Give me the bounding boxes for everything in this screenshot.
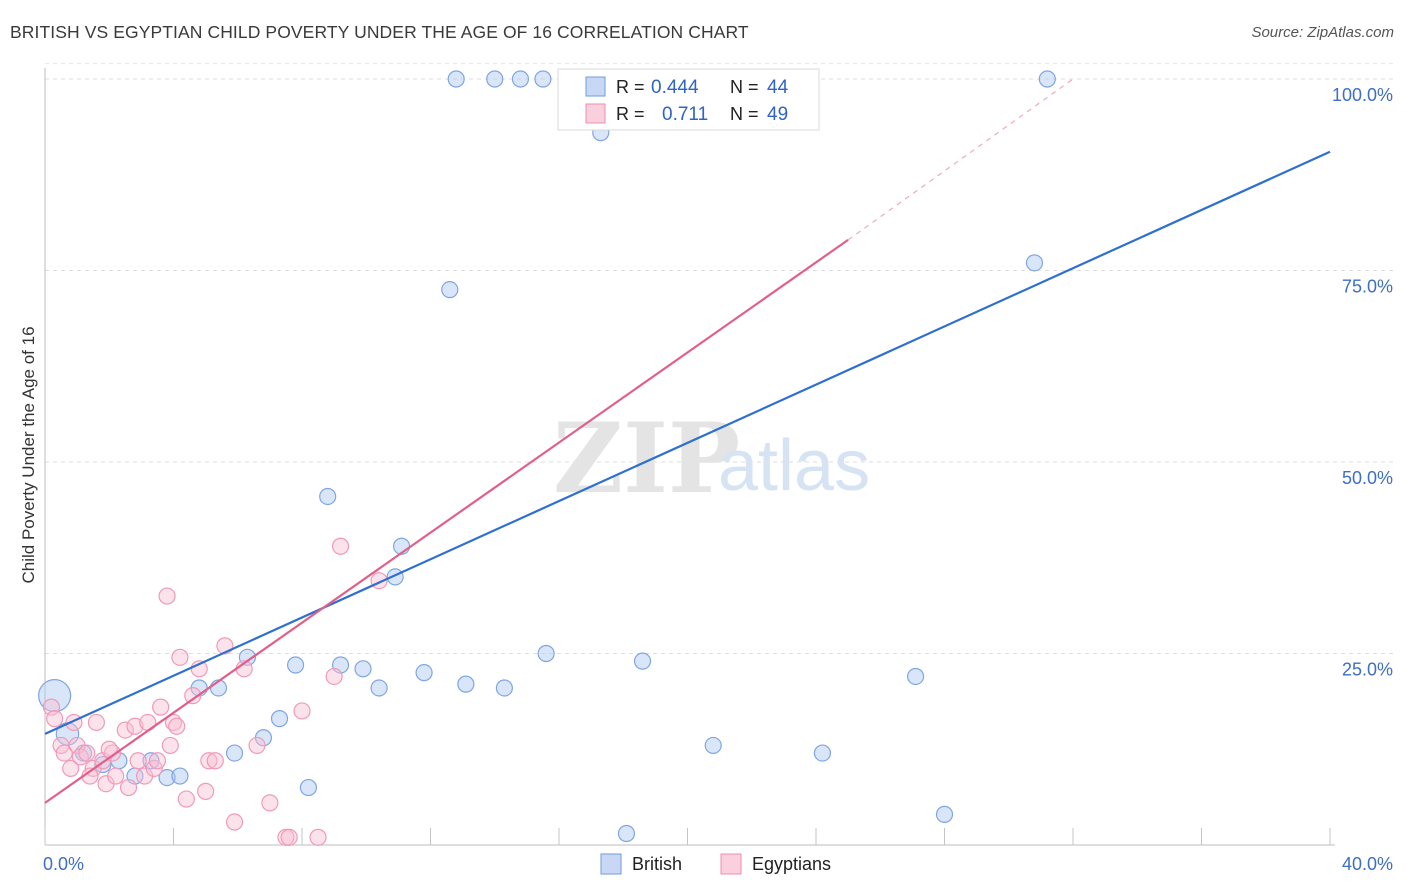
british-point-20 bbox=[370, 679, 388, 697]
egyptians-point-13 bbox=[107, 767, 125, 785]
egyptians-point-3 bbox=[55, 744, 73, 762]
egyptians-point-31 bbox=[200, 752, 218, 770]
egyptians-point-14 bbox=[116, 721, 134, 739]
egyptians-point-45 bbox=[158, 587, 176, 605]
egyptians-point-32 bbox=[206, 752, 224, 770]
british-point-23 bbox=[415, 664, 433, 682]
stats-egyptians-n-label: N = bbox=[730, 104, 759, 124]
legend-british-label: British bbox=[632, 854, 682, 874]
watermark-zip: ZIP bbox=[553, 402, 740, 515]
british-point-40 bbox=[935, 805, 954, 823]
british-point-36 bbox=[633, 652, 652, 670]
stats-egyptians-swatch bbox=[585, 103, 606, 124]
egyptians-trendline bbox=[44, 238, 849, 804]
trendlines bbox=[44, 78, 1331, 804]
egyptians-point-40 bbox=[293, 702, 311, 720]
y-tick-label-0: 25.0% bbox=[1342, 660, 1393, 680]
egyptians-point-15 bbox=[119, 778, 138, 797]
egyptians-point-28 bbox=[184, 687, 202, 705]
british-point-19 bbox=[354, 660, 372, 678]
egyptians-point-37 bbox=[261, 794, 279, 812]
british-point-30 bbox=[534, 70, 552, 88]
british-point-26 bbox=[457, 675, 475, 693]
british-point-27 bbox=[486, 70, 504, 88]
egyptians-point-41 bbox=[309, 828, 327, 846]
stats-british-n: 44 bbox=[767, 77, 789, 98]
british-point-8 bbox=[171, 767, 189, 785]
british-point-35 bbox=[617, 824, 636, 843]
egyptians-point-39 bbox=[280, 828, 298, 846]
y-tick-label-1: 50.0% bbox=[1342, 468, 1393, 488]
bottom-legend: British Egyptians bbox=[600, 853, 831, 875]
egyptians-point-36 bbox=[248, 736, 266, 755]
egyptians-point-16 bbox=[126, 717, 144, 735]
egyptians-point-27 bbox=[177, 790, 195, 808]
egyptians-point-22 bbox=[152, 698, 170, 716]
x-tick-label-0: 0.0% bbox=[43, 854, 84, 874]
british-point-39 bbox=[906, 667, 925, 686]
egyptians-point-9 bbox=[87, 713, 106, 732]
x-tick-label-1: 40.0% bbox=[1342, 854, 1393, 874]
egyptians-point-21 bbox=[148, 752, 167, 770]
british-point-29 bbox=[511, 70, 530, 88]
british-point-42 bbox=[1038, 70, 1056, 88]
british-point-31 bbox=[537, 644, 555, 663]
egyptians-point-43 bbox=[331, 537, 350, 555]
tick-labels: 25.0% 50.0% 75.0% 100.0% 0.0% 40.0% bbox=[43, 85, 1393, 874]
stats-british-n-label: N = bbox=[730, 77, 759, 97]
axes bbox=[44, 68, 1335, 846]
british-point-15 bbox=[286, 656, 305, 674]
watermark: ZIP atlas bbox=[553, 402, 870, 515]
egyptians-point-7 bbox=[78, 744, 96, 762]
british-point-38 bbox=[813, 744, 832, 762]
british-point-41 bbox=[1025, 254, 1044, 272]
stats-british-r: 0.444 bbox=[651, 77, 699, 98]
stats-british-r-label: R = bbox=[616, 77, 645, 97]
legend-egyptians-swatch bbox=[720, 853, 742, 875]
british-point-24 bbox=[441, 281, 459, 299]
egyptians-point-23 bbox=[161, 736, 179, 755]
stats-british-swatch bbox=[585, 76, 606, 97]
watermark-atlas: atlas bbox=[718, 426, 870, 506]
british-point-7 bbox=[158, 768, 176, 787]
stats-egyptians-n: 49 bbox=[767, 104, 788, 125]
legend-egyptians-label: Egyptians bbox=[752, 854, 831, 874]
british-point-11 bbox=[225, 744, 244, 762]
stats-legend: R = 0.444 N = 44 R = 0.711 N = 49 bbox=[557, 68, 820, 131]
british-trendline bbox=[44, 150, 1331, 735]
grid bbox=[45, 63, 1395, 654]
egyptians-point-4 bbox=[62, 759, 80, 778]
british-point-25 bbox=[447, 70, 465, 88]
stats-egyptians-r-label: R = bbox=[616, 104, 645, 124]
british-point-28 bbox=[495, 679, 513, 697]
british-point-17 bbox=[319, 487, 337, 506]
egyptians-point-30 bbox=[197, 782, 215, 800]
chart-title: BRITISH VS EGYPTIAN CHILD POVERTY UNDER … bbox=[10, 22, 749, 42]
egyptians-point-25 bbox=[168, 717, 186, 735]
british-point-37 bbox=[704, 736, 722, 755]
data-points bbox=[38, 70, 1056, 846]
stats-egyptians-r: 0.711 bbox=[662, 104, 708, 125]
egyptians-point-1 bbox=[46, 710, 64, 728]
egyptians-point-34 bbox=[225, 813, 244, 831]
egyptians-trendline-extension bbox=[847, 78, 1074, 241]
british-point-14 bbox=[270, 710, 289, 728]
y-axis-label: Child Poverty Under the Age of 16 bbox=[19, 326, 38, 583]
legend-british-swatch bbox=[600, 853, 622, 875]
y-tick-label-3: 100.0% bbox=[1332, 85, 1393, 105]
source-label: Source: ZipAtlas.com bbox=[1251, 24, 1394, 41]
british-point-0 bbox=[38, 679, 72, 713]
egyptians-point-26 bbox=[171, 648, 189, 666]
y-tick-label-2: 75.0% bbox=[1342, 277, 1393, 297]
egyptians-point-42 bbox=[325, 667, 343, 686]
egyptians-point-17 bbox=[129, 752, 147, 770]
british-point-16 bbox=[299, 778, 318, 797]
